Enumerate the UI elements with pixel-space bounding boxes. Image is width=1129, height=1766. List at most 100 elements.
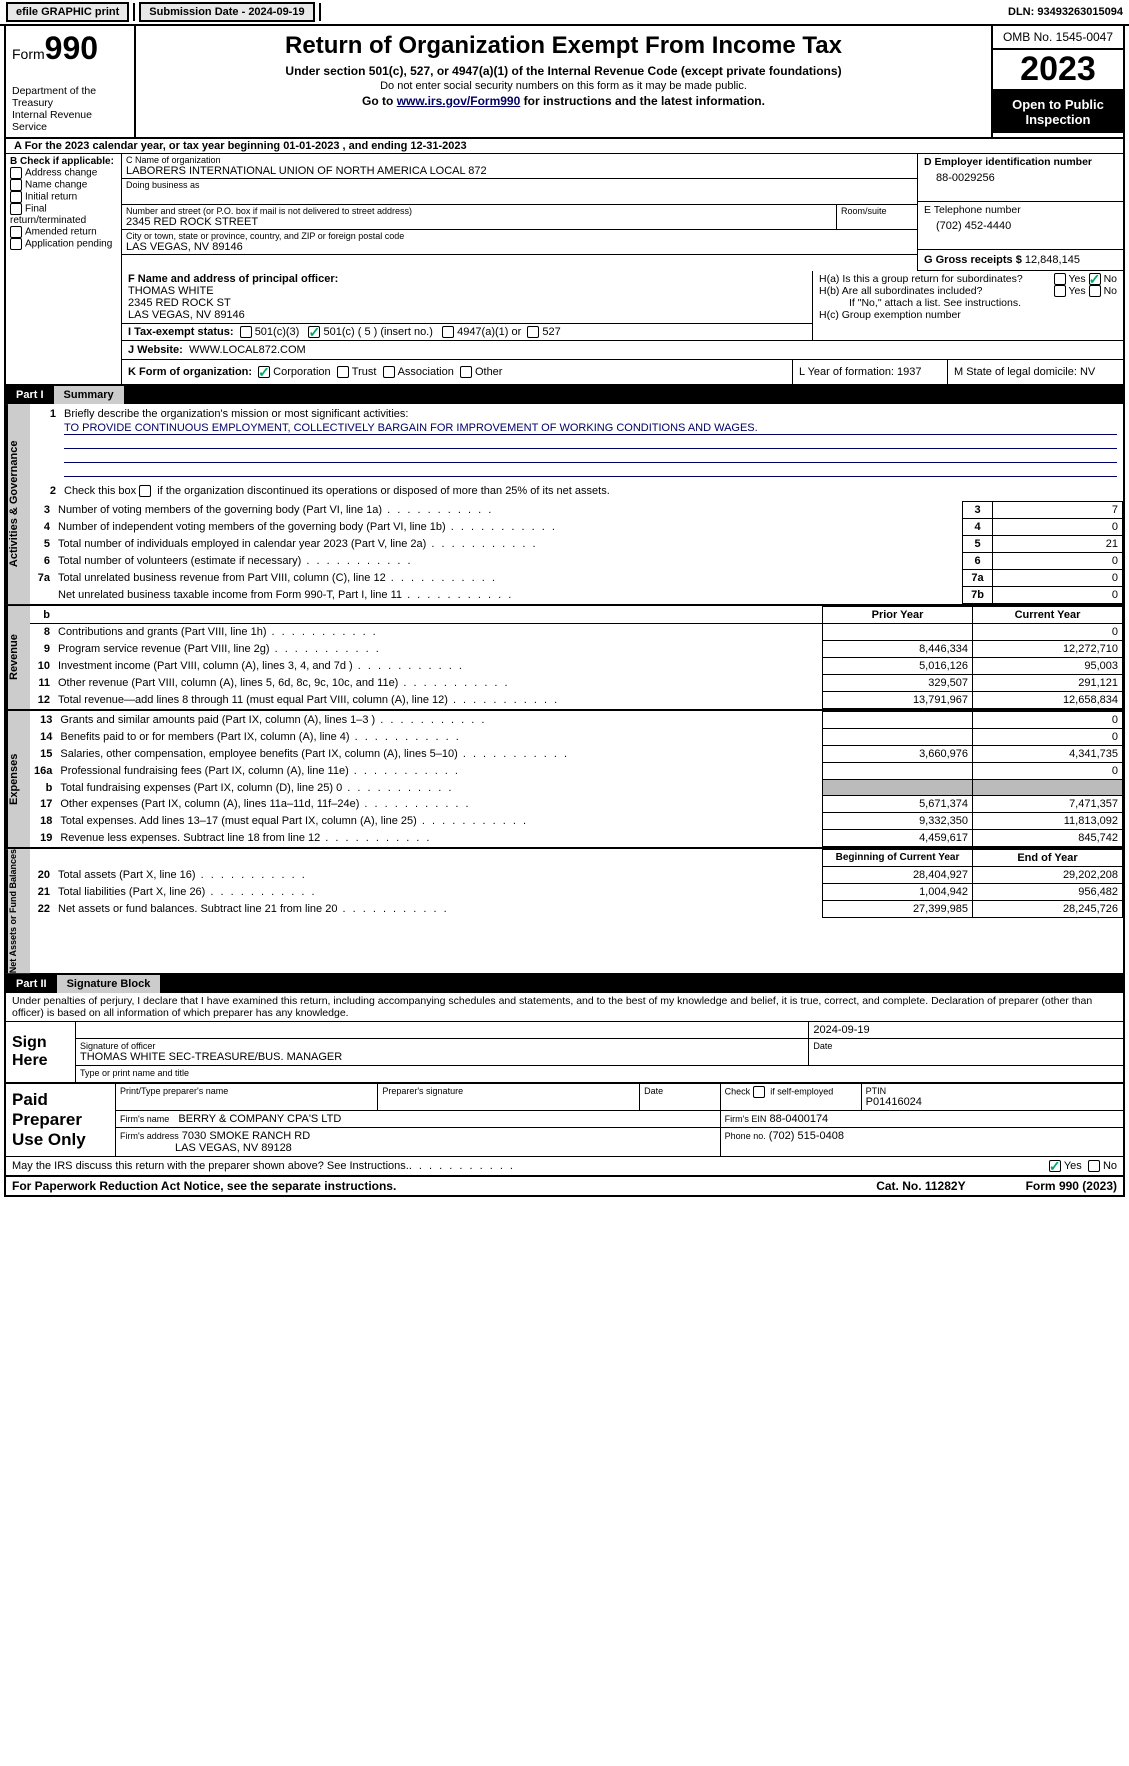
submission-button[interactable]: Submission Date - 2024-09-19	[139, 2, 314, 22]
state-domicile: M State of legal domicile: NV	[948, 360, 1123, 384]
table-row: 8Contributions and grants (Part VIII, li…	[30, 624, 1123, 641]
separator	[133, 3, 135, 21]
separator	[319, 3, 321, 21]
chk-assoc[interactable]	[383, 366, 395, 378]
sign-here-label: Sign Here	[6, 1022, 76, 1082]
officer-name: THOMAS WHITE	[128, 285, 806, 297]
chk-application[interactable]	[10, 238, 22, 250]
chk-501c[interactable]	[308, 326, 320, 338]
chk-hb-no[interactable]	[1089, 285, 1101, 297]
side-rev: Revenue	[6, 606, 30, 709]
dots	[409, 1160, 1049, 1172]
side-na: Net Assets or Fund Balances	[6, 849, 30, 973]
gross-label: G Gross receipts $	[924, 254, 1022, 266]
lbl-address: Address change	[25, 168, 97, 179]
org-name: LABORERS INTERNATIONAL UNION OF NORTH AM…	[126, 165, 913, 177]
table-row: 10Investment income (Part VIII, column (…	[30, 658, 1123, 675]
table-row: 9Program service revenue (Part VIII, lin…	[30, 641, 1123, 658]
form-body: Form990 Department of the Treasury Inter…	[4, 26, 1125, 1197]
table-row: 21Total liabilities (Part X, line 26)1,0…	[30, 884, 1123, 901]
part1-num: Part I	[6, 386, 54, 404]
side-ag: Activities & Governance	[6, 404, 30, 604]
table-row: Net unrelated business taxable income fr…	[30, 587, 1123, 604]
sign-here-block: Sign Here 2024-09-19 Signature of office…	[6, 1022, 1123, 1084]
table-row: 17Other expenses (Part IX, column (A), l…	[30, 796, 1123, 813]
chk-501c3[interactable]	[240, 326, 252, 338]
part2-num: Part II	[6, 975, 57, 993]
lbl-assoc: Association	[398, 366, 454, 378]
faddr-label: Firm's address	[120, 1131, 179, 1141]
header-middle: Return of Organization Exempt From Incom…	[136, 26, 993, 137]
table-row: bTotal fundraising expenses (Part IX, co…	[30, 780, 1123, 796]
chk-ha-no[interactable]	[1089, 273, 1101, 285]
chk-initial[interactable]	[10, 191, 22, 203]
chk-527[interactable]	[527, 326, 539, 338]
chk-ha-yes[interactable]	[1054, 273, 1066, 285]
efile-button[interactable]: efile GRAPHIC print	[6, 2, 129, 22]
chk-self-label2: if self-employed	[768, 1087, 834, 1097]
table-row: 5Total number of individuals employed in…	[30, 536, 1123, 553]
table-row: 20Total assets (Part X, line 16)28,404,9…	[30, 867, 1123, 884]
room-label: Room/suite	[841, 206, 913, 216]
hc-label: H(c) Group exemption number	[819, 309, 1117, 321]
chk-name[interactable]	[10, 179, 22, 191]
website-label: J Website:	[128, 344, 183, 356]
chk-4947[interactable]	[442, 326, 454, 338]
table-row: 19Revenue less expenses. Subtract line 1…	[30, 830, 1123, 847]
paid-preparer-label: Paid Preparer Use Only	[6, 1084, 116, 1156]
lbl-name: Name change	[25, 180, 87, 191]
line-a: A For the 2023 calendar year, or tax yea…	[6, 139, 1123, 154]
hdr-prior-year: Prior Year	[823, 607, 973, 624]
website: WWW.LOCAL872.COM	[189, 344, 306, 356]
table-row: 7aTotal unrelated business revenue from …	[30, 570, 1123, 587]
chk-hb-yes[interactable]	[1054, 285, 1066, 297]
table-row: 16aProfessional fundraising fees (Part I…	[30, 763, 1123, 780]
fphone-label: Phone no.	[725, 1131, 766, 1141]
part1-ag: Activities & Governance 1Briefly describ…	[6, 404, 1123, 606]
hb-label: H(b) Are all subordinates included?	[819, 285, 1054, 297]
street-label: Number and street (or P.O. box if mail i…	[126, 206, 832, 216]
rev-table: b Prior Year Current Year 8Contributions…	[30, 606, 1123, 709]
paid-preparer-block: Paid Preparer Use Only Print/Type prepar…	[6, 1084, 1123, 1157]
chk-other[interactable]	[460, 366, 472, 378]
chk-final[interactable]	[10, 203, 22, 215]
box-b: B Check if applicable: Address change Na…	[6, 154, 122, 384]
box-c-column: C Name of organization LABORERS INTERNAT…	[122, 154, 1123, 384]
discuss-yes: Yes	[1064, 1160, 1082, 1172]
phone: (702) 452-4440	[924, 216, 1117, 232]
table-row: 18Total expenses. Add lines 13–17 (must …	[30, 813, 1123, 830]
chk-corp[interactable]	[258, 366, 270, 378]
discuss-label: May the IRS discuss this return with the…	[12, 1160, 409, 1172]
pra-notice: For Paperwork Reduction Act Notice, see …	[12, 1179, 396, 1193]
irs-label: Internal Revenue Service	[12, 109, 128, 133]
identity-block: B Check if applicable: Address change Na…	[6, 154, 1123, 386]
part1-na: Net Assets or Fund Balances Beginning of…	[6, 849, 1123, 975]
lbl-initial: Initial return	[25, 192, 77, 203]
chk-discontinued[interactable]	[139, 485, 151, 497]
lbl-no2: No	[1104, 285, 1117, 297]
omb-number: OMB No. 1545-0047	[993, 26, 1123, 50]
prep-name-label: Print/Type preparer's name	[116, 1084, 378, 1111]
l2-text: Check this box	[64, 485, 139, 497]
chk-address[interactable]	[10, 167, 22, 179]
irs-link[interactable]: www.irs.gov/Form990	[397, 94, 521, 108]
cat-no: Cat. No. 11282Y	[876, 1179, 965, 1193]
hdr-eoy: End of Year	[973, 850, 1123, 867]
table-row: 12Total revenue—add lines 8 through 11 (…	[30, 692, 1123, 709]
chk-discuss-no[interactable]	[1088, 1160, 1100, 1172]
phone-label: E Telephone number	[924, 204, 1117, 216]
chk-amended[interactable]	[10, 226, 22, 238]
part1-exp: Expenses 13Grants and similar amounts pa…	[6, 711, 1123, 849]
lbl-501c3: 501(c)(3)	[255, 326, 300, 338]
chk-trust[interactable]	[337, 366, 349, 378]
chk-self-employed[interactable]	[753, 1086, 765, 1098]
header-left: Form990 Department of the Treasury Inter…	[6, 26, 136, 137]
dln-label: DLN: 93493263015094	[1008, 6, 1123, 18]
chk-discuss-yes[interactable]	[1049, 1160, 1061, 1172]
declaration: Under penalties of perjury, I declare th…	[6, 993, 1123, 1022]
table-row: 11Other revenue (Part VIII, column (A), …	[30, 675, 1123, 692]
discuss-no: No	[1103, 1160, 1117, 1172]
open-to-public: Open to Public Inspection	[993, 91, 1123, 133]
faddr2: LAS VEGAS, NV 89128	[175, 1142, 292, 1154]
lbl-527: 527	[542, 326, 560, 338]
